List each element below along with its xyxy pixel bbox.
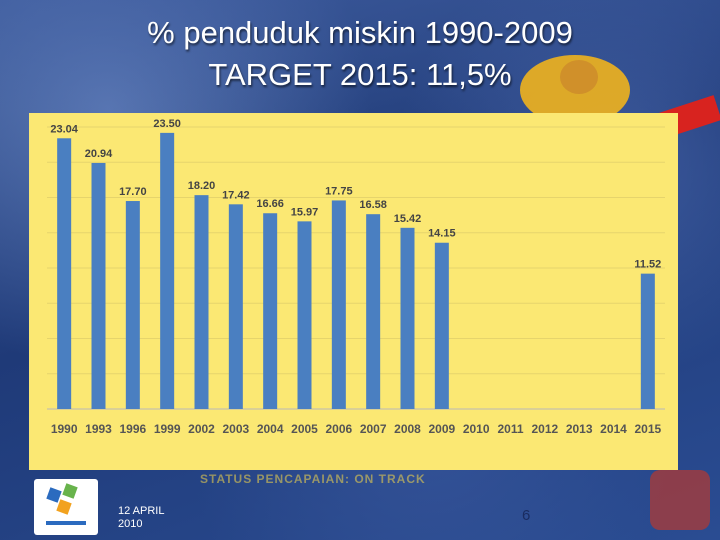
x-tick-label-2003: 2003 <box>222 422 249 436</box>
x-tick-label-2008: 2008 <box>394 422 421 436</box>
x-tick-label-1996: 1996 <box>119 422 146 436</box>
status-text: STATUS PENCAPAIAN: ON TRACK <box>200 472 426 486</box>
data-label-2005: 15.97 <box>291 206 319 218</box>
date-line-1: 12 APRIL <box>118 505 165 517</box>
data-label-2015: 11.52 <box>634 259 661 271</box>
bar-chart: 23.04 1990 20.94 1993 17.70 1996 23.50 1999 18.2… <box>47 118 665 436</box>
data-label-2004: 16.66 <box>256 198 284 210</box>
x-tick-label-2002: 2002 <box>188 422 215 436</box>
data-label-2009: 14.15 <box>428 228 456 240</box>
data-label-2007: 16.58 <box>359 199 387 211</box>
bar-2002 <box>194 195 209 409</box>
bar-2003 <box>228 204 243 409</box>
page-number: 6 <box>522 507 531 524</box>
bar-1993 <box>91 162 106 409</box>
slide-subtitle: TARGET 2015: 11,5% <box>208 57 512 92</box>
bar-2005 <box>297 221 312 409</box>
slide-title: % penduduk miskin 1990-2009 <box>147 15 573 50</box>
x-tick-label-2014: 2014 <box>600 422 627 436</box>
logo-icon <box>46 483 86 525</box>
bar-1996 <box>125 201 140 409</box>
bar-1999 <box>160 132 175 409</box>
data-label-1993: 20.94 <box>85 148 113 160</box>
bar-1990 <box>57 138 72 409</box>
bar-2006 <box>331 200 346 409</box>
data-label-2006: 17.75 <box>325 185 353 197</box>
data-label-1996: 17.70 <box>119 186 147 198</box>
data-label-1999: 23.50 <box>153 118 181 130</box>
decorative-shape-orange <box>560 60 598 94</box>
x-tick-label-2015: 2015 <box>634 422 661 436</box>
chart-panel: 23.04 1990 20.94 1993 17.70 1996 23.50 1999 18.2… <box>29 113 678 470</box>
bar-2004 <box>263 213 278 409</box>
x-tick-label-2005: 2005 <box>291 422 318 436</box>
x-tick-label-2004: 2004 <box>257 422 284 436</box>
bar-2015 <box>640 273 655 409</box>
date-line-2: 2010 <box>118 518 143 530</box>
x-tick-label-2013: 2013 <box>566 422 593 436</box>
data-label-2002: 18.20 <box>188 180 216 192</box>
x-tick-label-2011: 2011 <box>497 422 523 436</box>
bar-2007 <box>366 214 381 409</box>
data-label-2008: 15.42 <box>394 213 422 225</box>
x-tick-label-2010: 2010 <box>463 422 490 436</box>
bps-logo <box>34 479 98 535</box>
x-tick-label-2007: 2007 <box>360 422 387 436</box>
data-label-2003: 17.42 <box>222 189 250 201</box>
decorative-shape-corner <box>650 470 710 530</box>
data-label-1990: 23.04 <box>50 123 78 135</box>
bar-2009 <box>434 242 449 409</box>
x-tick-label-1990: 1990 <box>51 422 78 436</box>
x-tick-label-1993: 1993 <box>85 422 112 436</box>
x-tick-label-2009: 2009 <box>428 422 455 436</box>
bar-2008 <box>400 227 415 409</box>
x-tick-label-2012: 2012 <box>531 422 558 436</box>
slide-date: 12 APRIL 2010 <box>118 505 178 531</box>
x-tick-label-2006: 2006 <box>325 422 352 436</box>
x-tick-label-1999: 1999 <box>154 422 181 436</box>
